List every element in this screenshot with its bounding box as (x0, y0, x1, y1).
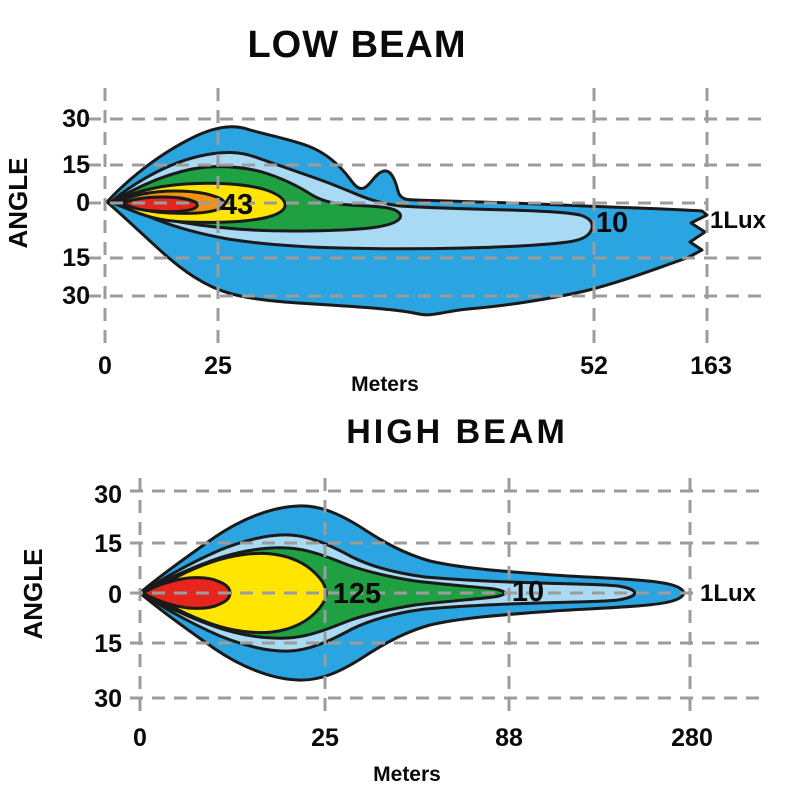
low-beam-y-tick: 30 (62, 105, 90, 133)
high-beam-y-tick: 15 (94, 530, 122, 558)
high-beam-y-axis-title: ANGLE (18, 549, 48, 640)
high-beam-chart: HIGH BEAM ANGLE 30 15 0 15 30 0 25 88 28… (18, 413, 762, 786)
low-beam-label-1lux: 1Lux (710, 207, 767, 234)
high-beam-x-tick: 0 (133, 724, 147, 752)
low-beam-y-tick: 15 (62, 151, 90, 179)
low-beam-y-axis-title: ANGLE (3, 158, 33, 249)
low-beam-x-tick: 0 (98, 352, 112, 380)
low-beam-gridlines (88, 88, 762, 345)
low-beam-y-tick: 0 (76, 189, 90, 217)
low-beam-x-tick: 25 (204, 352, 232, 380)
low-beam-x-tick: 163 (690, 352, 732, 380)
high-beam-label-125: 125 (333, 578, 381, 610)
high-beam-gridlines (130, 478, 762, 712)
high-beam-x-tick: 280 (671, 724, 713, 752)
low-beam-title: LOW BEAM (247, 24, 466, 66)
low-beam-x-tick: 52 (580, 352, 608, 380)
high-beam-title: HIGH BEAM (346, 413, 568, 451)
low-beam-chart: LOW BEAM ANGLE 30 15 0 15 30 0 25 52 163… (3, 24, 767, 396)
high-beam-label-1lux: 1Lux (700, 580, 757, 607)
low-beam-x-axis-title: Meters (351, 373, 419, 396)
low-beam-y-tick: 30 (62, 282, 90, 310)
low-beam-text: LOW BEAM ANGLE 30 15 0 15 30 0 25 52 163… (3, 24, 767, 396)
high-beam-x-tick: 25 (311, 724, 339, 752)
high-beam-y-tick: 15 (94, 630, 122, 658)
high-beam-y-tick: 30 (94, 481, 122, 509)
low-beam-label-43: 43 (221, 189, 253, 221)
high-beam-x-axis-title: Meters (373, 763, 441, 786)
low-beam-label-10: 10 (596, 207, 628, 239)
high-beam-label-10: 10 (512, 576, 544, 608)
high-beam-y-tick: 0 (108, 581, 122, 609)
low-beam-y-tick: 15 (62, 244, 90, 272)
high-beam-y-tick: 30 (94, 685, 122, 713)
high-beam-x-tick: 88 (495, 724, 523, 752)
high-beam-text: HIGH BEAM ANGLE 30 15 0 15 30 0 25 88 28… (18, 413, 757, 786)
